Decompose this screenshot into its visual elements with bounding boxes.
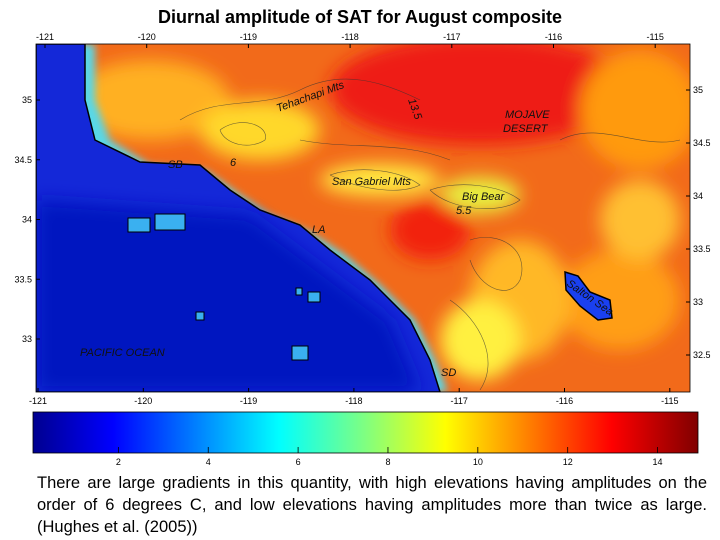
colorbar-tick-label: 12 (563, 457, 573, 467)
map-label: DESERT (503, 123, 549, 135)
lat-tick-label: 34 (693, 191, 703, 201)
map-label: LA (312, 224, 325, 236)
caption: There are large gradients in this quanti… (37, 474, 707, 536)
lat-tick-label: 35 (22, 95, 32, 105)
colorbar (32, 411, 699, 454)
map-label: SD (441, 367, 456, 379)
colorbar-tick-label: 10 (473, 457, 483, 467)
map-label: SB (168, 159, 183, 171)
lon-tick-label: -115 (661, 396, 678, 406)
colorbar-tick-label: 4 (206, 457, 211, 467)
map-label: 6 (230, 157, 237, 169)
colorbar-tick-label: 8 (385, 457, 390, 467)
figure: Diurnal amplitude of SAT for August comp… (14, 7, 711, 467)
map-label: 5.5 (456, 205, 472, 217)
colorbar-tick-label: 14 (653, 457, 663, 467)
map (36, 44, 690, 392)
map-label: MOJAVE (505, 109, 550, 121)
lat-tick-label: 34.5 (693, 138, 711, 148)
lon-tick-label: -120 (134, 396, 152, 406)
lon-tick-label: -116 (545, 32, 562, 42)
lat-tick-label: 32.5 (693, 350, 711, 360)
lat-tick-label: 33.5 (693, 244, 711, 254)
map-label: PACIFIC OCEAN (80, 347, 165, 359)
lon-tick-label: -121 (36, 32, 54, 42)
lon-tick-label: -115 (647, 32, 664, 42)
lon-tick-label: -118 (345, 396, 362, 406)
lat-tick-label: 34.5 (14, 155, 32, 165)
lon-tick-label: -120 (138, 32, 156, 42)
lon-tick-label: -119 (240, 396, 257, 406)
lon-tick-label: -117 (451, 396, 468, 406)
map-label: Big Bear (462, 191, 506, 203)
lat-tick-label: 33.5 (14, 274, 32, 284)
lat-tick-label: 33 (22, 334, 32, 344)
colorbar-tick-label: 6 (296, 457, 301, 467)
map-frame (35, 43, 691, 393)
lon-tick-label: -116 (556, 396, 573, 406)
lon-tick-label: -121 (29, 396, 47, 406)
colorbar-tick-label: 2 (116, 457, 121, 467)
lon-tick-label: -118 (341, 32, 358, 42)
title: Diurnal amplitude of SAT for August comp… (158, 7, 562, 27)
lon-tick-label: -119 (240, 32, 257, 42)
map-label: San Gabriel Mts (332, 176, 411, 188)
lon-tick-label: -117 (443, 32, 460, 42)
lat-tick-label: 33 (693, 297, 703, 307)
lat-tick-label: 34 (22, 215, 32, 225)
lat-tick-label: 35 (693, 85, 703, 95)
